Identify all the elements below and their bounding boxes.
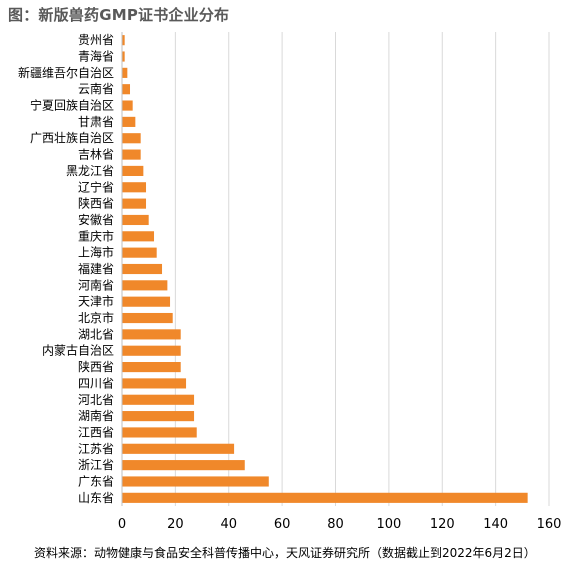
bar: [122, 165, 144, 176]
bar-chart: 贵州省青海省新疆维吾尔自治区云南省宁夏回族自治区甘肃省广西壮族自治区吉林省黑龙江…: [18, 32, 562, 532]
category-label: 陕西省: [78, 196, 114, 211]
category-label: 广西壮族自治区: [30, 131, 114, 145]
category-label: 吉林省: [78, 148, 114, 162]
bar: [122, 247, 157, 258]
bar: [122, 394, 195, 405]
bar: [122, 345, 181, 356]
bar: [122, 362, 181, 373]
category-label: 青海省: [78, 49, 114, 64]
bar: [122, 427, 197, 438]
bar: [122, 51, 125, 62]
category-label: 湖南省: [78, 408, 114, 423]
bar: [122, 476, 269, 487]
category-label: 河北省: [78, 393, 114, 407]
category-label: 北京市: [78, 310, 114, 325]
bar: [122, 296, 171, 307]
bar: [122, 443, 235, 454]
x-tick-label: 20: [167, 517, 184, 532]
bar: [122, 263, 163, 275]
bar: [122, 378, 187, 389]
x-tick-label: 80: [327, 517, 344, 532]
bar: [122, 214, 149, 226]
category-label: 安徽省: [78, 212, 114, 227]
x-tick-label: 160: [537, 517, 562, 532]
category-label: 上海市: [78, 245, 114, 260]
bar: [122, 312, 173, 324]
category-label: 江苏省: [78, 442, 114, 456]
category-label: 辽宁省: [78, 179, 114, 194]
chart-title: 图：新版兽药GMP证书企业分布: [8, 6, 230, 24]
category-label: 云南省: [78, 81, 114, 96]
bar: [122, 149, 141, 160]
x-tick-labels: 0 20 40 60 80 100 120 140 160: [118, 517, 562, 532]
category-label: 新疆维吾尔自治区: [18, 65, 114, 80]
gridlines: [174, 32, 550, 506]
category-labels: 贵州省青海省新疆维吾尔自治区云南省宁夏回族自治区甘肃省广西壮族自治区吉林省黑龙江…: [18, 33, 114, 505]
x-tick-label: 0: [118, 517, 126, 532]
bar: [122, 492, 528, 503]
source-note: 资料来源：动物健康与食品安全科普传播中心，天风证券研究所（数据截止到2022年6…: [34, 546, 536, 560]
category-label: 江西省: [78, 425, 114, 439]
bar: [122, 280, 168, 291]
bar: [122, 329, 181, 340]
x-tick-label: 100: [376, 517, 401, 532]
category-label: 陕西省: [78, 359, 114, 374]
category-label: 黑龙江省: [66, 164, 114, 178]
category-label: 福建省: [78, 261, 114, 276]
x-tick-label: 60: [274, 517, 291, 532]
x-tick-label: 140: [483, 517, 508, 532]
x-tick-label: 120: [430, 517, 455, 532]
category-label: 河南省: [78, 277, 114, 292]
category-label: 甘肃省: [78, 115, 114, 129]
category-label: 浙江省: [78, 458, 114, 472]
category-label: 四川省: [78, 376, 114, 390]
category-label: 湖北省: [78, 326, 114, 341]
bar: [122, 100, 133, 111]
bar: [122, 182, 147, 193]
bar: [122, 231, 155, 242]
bar: [122, 411, 195, 422]
category-label: 宁夏回族自治区: [30, 98, 114, 113]
bar: [122, 67, 128, 78]
bars: [122, 35, 528, 503]
category-label: 广东省: [78, 474, 114, 488]
category-label: 内蒙古自治区: [42, 343, 114, 358]
category-label: 贵州省: [78, 33, 114, 47]
bar: [122, 35, 125, 46]
bar: [122, 198, 147, 209]
category-label: 重庆市: [78, 228, 114, 243]
bar: [122, 460, 245, 471]
bar: [122, 116, 136, 127]
x-tick-label: 40: [220, 517, 237, 532]
bar: [122, 133, 141, 144]
category-label: 山东省: [78, 491, 114, 505]
category-label: 天津市: [78, 294, 114, 309]
bar: [122, 84, 131, 95]
